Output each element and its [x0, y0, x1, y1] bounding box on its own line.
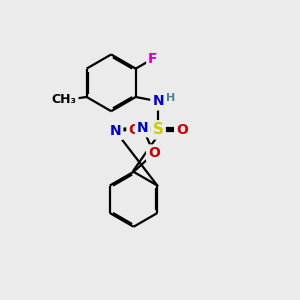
Text: S: S [153, 122, 164, 137]
Text: N: N [110, 124, 121, 138]
Text: N: N [137, 121, 148, 135]
Text: H: H [166, 93, 175, 103]
Text: CH₃: CH₃ [52, 94, 77, 106]
Text: O: O [176, 123, 188, 137]
Text: F: F [148, 52, 158, 66]
Text: N: N [152, 94, 164, 109]
Text: O: O [128, 123, 140, 137]
Text: O: O [148, 146, 160, 161]
